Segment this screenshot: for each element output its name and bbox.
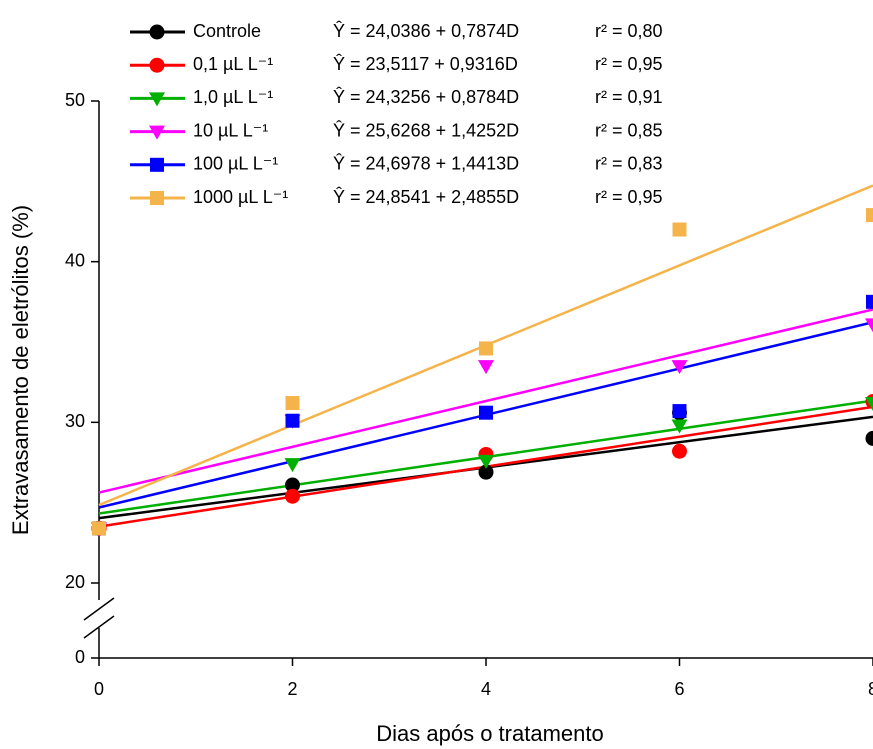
r-squared: r² = 0,85 [595,120,663,140]
point [671,360,688,375]
equation: Ŷ = 23,5117 + 0,9316D [333,54,518,74]
legend-marker [150,191,164,205]
x-tick-label: 2 [287,679,297,699]
r-squared: r² = 0,91 [595,87,663,107]
legend-label: Controle [193,21,261,41]
y-axis-title: Extravasamento de eletrólitos (%) [8,205,33,535]
equation: Ŷ = 24,8541 + 2,4855D [333,187,519,207]
x-tick-label: 6 [674,679,684,699]
y-tick-label: 0 [75,647,85,667]
fit-line [98,308,873,494]
point [865,430,873,446]
equation: Ŷ = 25,6268 + 1,4252D [333,120,519,140]
legend-label: 1,0 µL L⁻¹ [193,87,273,107]
point [479,341,493,356]
r-squared: r² = 0,83 [595,154,663,174]
axis-break [83,615,115,639]
legend-label: 10 µL L⁻¹ [193,120,268,140]
legend-label: 0,1 µL L⁻¹ [193,54,273,74]
point [92,521,106,536]
x-tick-label: 0 [94,679,104,699]
r-squared: r² = 0,95 [595,187,663,207]
point [478,454,494,469]
r-squared: r² = 0,80 [595,21,663,41]
point [285,477,300,493]
point [866,294,873,309]
point [285,396,300,411]
legend-marker [150,157,164,172]
point [865,318,873,333]
x-tick-label: 4 [481,679,491,699]
point [865,397,873,412]
equation: Ŷ = 24,0386 + 0,7874D [333,21,519,41]
point [478,464,494,480]
equation: Ŷ = 24,3256 + 0,8784D [333,87,519,107]
axis-break [83,597,115,621]
legend-marker [149,125,165,140]
point [478,360,494,375]
point [284,458,301,473]
point [671,419,688,434]
point [285,488,300,504]
y-tick-label: 20 [65,572,85,592]
legend-label: 1000 µL L⁻¹ [193,187,288,207]
point [285,413,300,428]
legend-marker [149,92,165,107]
equation: Ŷ = 24,6978 + 1,4413D [333,154,519,174]
point [672,222,687,237]
point [672,443,687,459]
x-tick-label: 8 [868,679,873,699]
y-tick-label: 40 [65,250,85,270]
point [672,404,687,419]
point [866,208,873,223]
r-squared: r² = 0,95 [595,54,663,74]
y-tick-label: 30 [65,411,85,431]
point [479,405,493,420]
x-axis-title: Dias após o tratamento [376,721,603,746]
legend-marker [149,24,165,40]
legend-marker [149,57,165,73]
legend-label: 100 µL L⁻¹ [193,154,278,174]
y-tick-label: 50 [65,90,85,110]
